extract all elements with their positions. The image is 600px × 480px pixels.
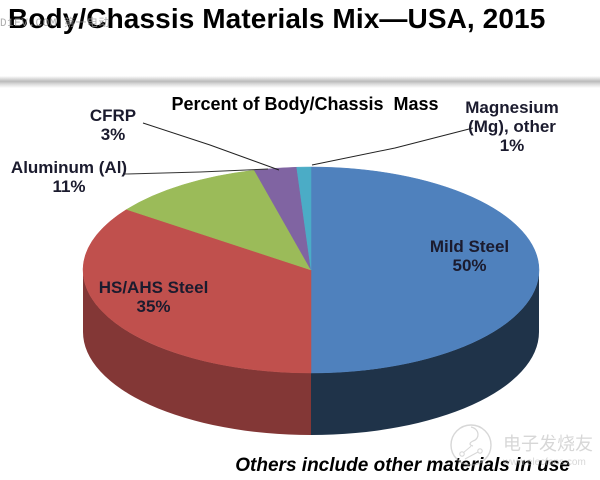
svg-text:www.elecfans.com: www.elecfans.com: [502, 457, 586, 468]
svg-text:电子发烧友: 电子发烧友: [503, 434, 593, 454]
